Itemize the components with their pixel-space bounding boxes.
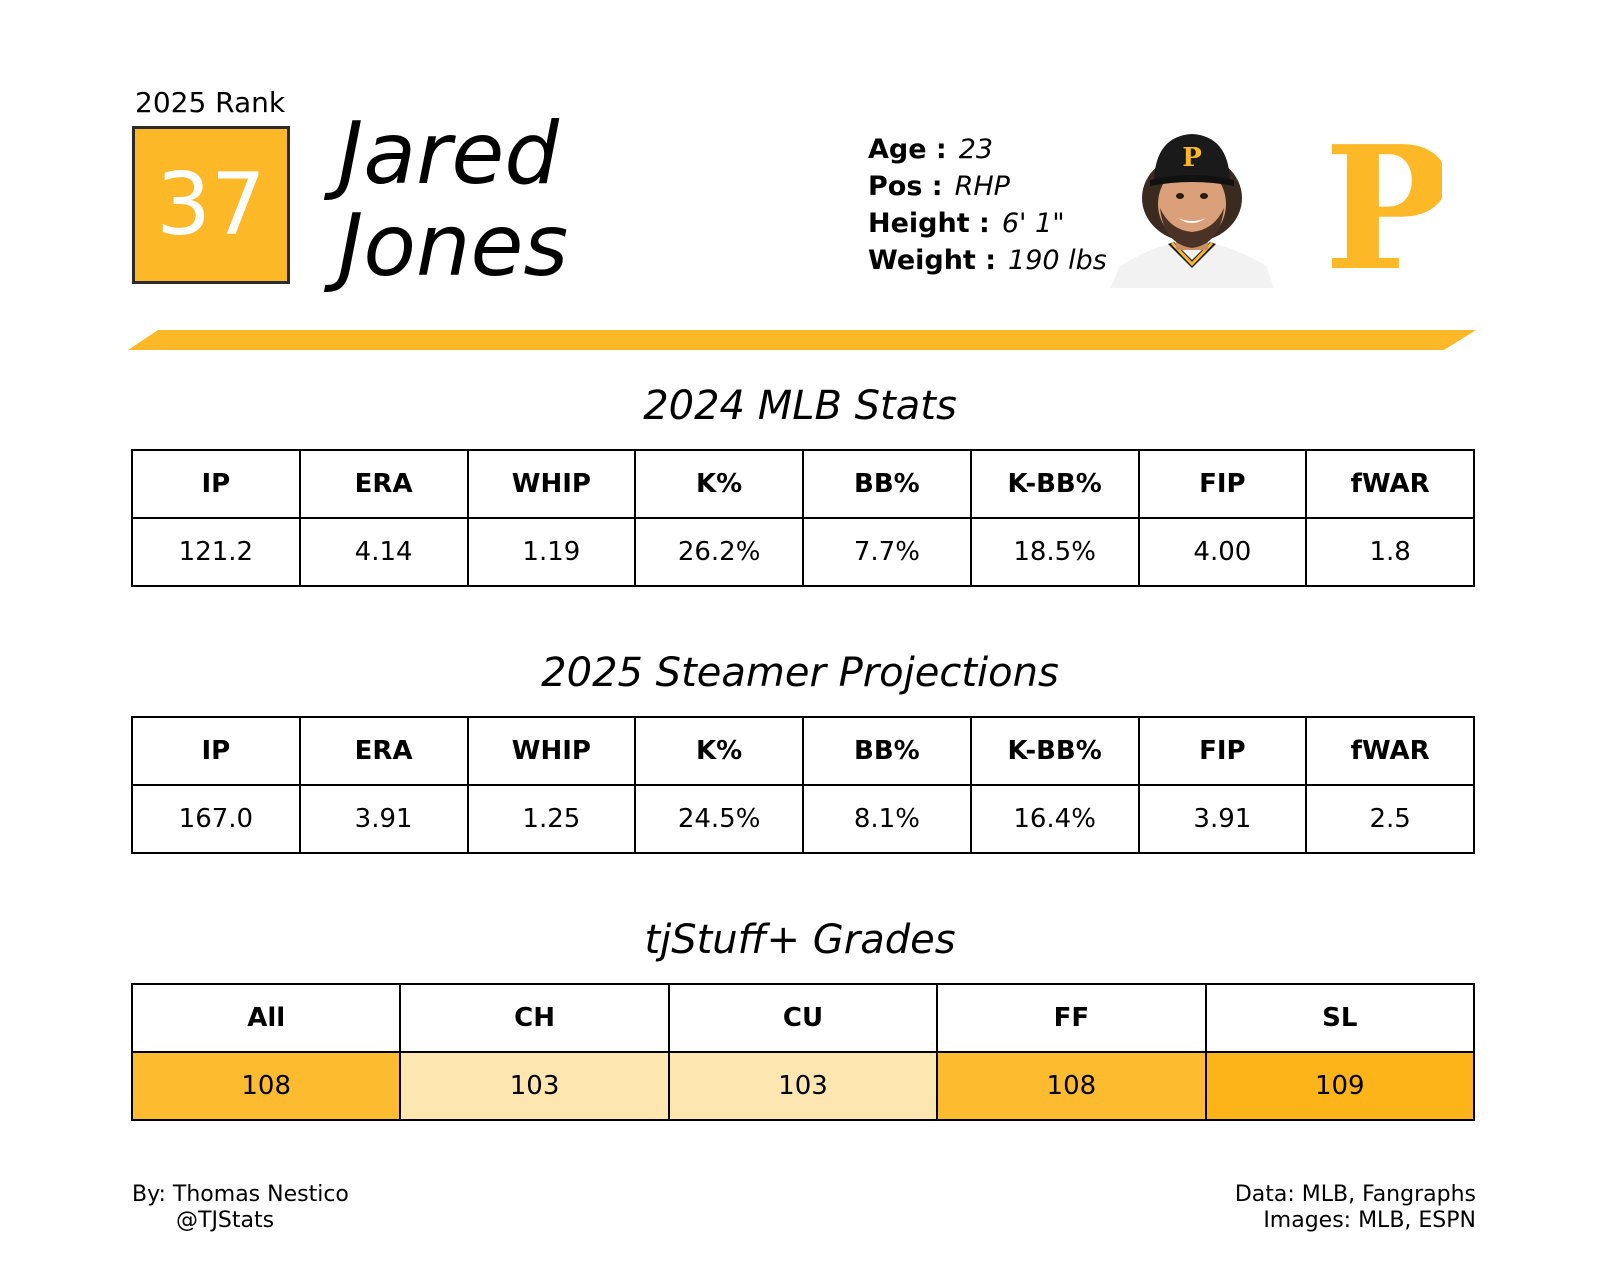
info-value: 6' 1" xyxy=(1001,208,1065,239)
table-cell: 18.5% xyxy=(969,517,1140,587)
mlb-stats-table: IP ERA WHIP K% BB% K-BB% FIP fWAR 121.2 … xyxy=(131,449,1475,587)
table-header-cell: ERA xyxy=(298,449,469,519)
table-header-cell: K-BB% xyxy=(969,716,1140,786)
info-age: Age : 23 xyxy=(868,131,1107,168)
table-header-row: IP ERA WHIP K% BB% K-BB% FIP fWAR xyxy=(131,716,1475,786)
table-header-row: IP ERA WHIP K% BB% K-BB% FIP fWAR xyxy=(131,449,1475,519)
table-header-cell: IP xyxy=(131,449,301,519)
table-header-cell: FIP xyxy=(1137,449,1308,519)
table-header-cell: CH xyxy=(399,983,670,1053)
footer-handle: @TJStats xyxy=(176,1208,275,1233)
table-row: 108 103 103 108 109 xyxy=(130,1051,1476,1121)
table-cell: 3.91 xyxy=(1137,784,1308,854)
header-divider xyxy=(128,330,1476,350)
table-header-cell: All xyxy=(130,983,402,1053)
table-header-cell: SL xyxy=(1204,983,1476,1053)
table-cell: 26.2% xyxy=(634,517,804,587)
table-header-cell: K% xyxy=(634,716,804,786)
table-header-cell: fWAR xyxy=(1305,449,1475,519)
steamer-projections-table: IP ERA WHIP K% BB% K-BB% FIP fWAR 167.0 … xyxy=(131,716,1475,854)
table-header-cell: WHIP xyxy=(466,449,637,519)
team-logo-letter: P xyxy=(1332,128,1442,283)
table-cell: 24.5% xyxy=(634,784,804,854)
info-label: Weight : xyxy=(868,245,997,276)
footer-image-source: Images: MLB, ESPN xyxy=(1263,1208,1476,1233)
section-title-steamer: 2025 Steamer Projections xyxy=(541,650,1059,696)
section-title-mlb-stats: 2024 MLB Stats xyxy=(643,383,957,429)
info-height: Height : 6' 1" xyxy=(868,205,1107,242)
rank-badge: 37 xyxy=(132,126,290,284)
table-header-cell: IP xyxy=(131,716,301,786)
player-headshot-image: P xyxy=(1110,126,1274,288)
table-cell: 4.14 xyxy=(298,517,469,587)
footer-author: By: Thomas Nestico xyxy=(132,1182,349,1207)
player-last-name: Jones xyxy=(338,196,569,296)
table-cell: 3.91 xyxy=(298,784,469,854)
footer-sources: Data: MLB, Fangraphs Images: MLB, ESPN xyxy=(1235,1182,1476,1234)
footer-data-source: Data: MLB, Fangraphs xyxy=(1234,1182,1476,1207)
table-header-cell: BB% xyxy=(802,449,972,519)
player-first-name: Jared xyxy=(338,104,559,204)
table-cell: 1.19 xyxy=(466,517,637,587)
info-value: 23 xyxy=(958,134,994,165)
info-value: 190 lbs xyxy=(1008,245,1107,276)
table-header-cell: CU xyxy=(667,983,939,1053)
table-cell: 167.0 xyxy=(131,784,301,854)
table-header-cell: K% xyxy=(634,449,804,519)
footer-credits: By: Thomas Nestico @TJStats xyxy=(132,1182,349,1234)
grade-cell: 108 xyxy=(936,1051,1207,1121)
svg-text:P: P xyxy=(1182,143,1202,173)
table-header-cell: BB% xyxy=(802,716,972,786)
grade-cell: 109 xyxy=(1204,1051,1476,1121)
table-header-cell: FF xyxy=(936,983,1207,1053)
table-header-cell: K-BB% xyxy=(969,449,1140,519)
info-label: Height : xyxy=(868,208,990,239)
table-cell: 7.7% xyxy=(802,517,972,587)
table-header-cell: ERA xyxy=(298,716,469,786)
grade-cell: 103 xyxy=(667,1051,939,1121)
info-weight: Weight : 190 lbs xyxy=(868,242,1107,279)
team-logo: P xyxy=(1323,109,1451,309)
table-header-row: All CH CU FF SL xyxy=(130,983,1476,1053)
table-header-cell: WHIP xyxy=(466,716,637,786)
table-header-cell: FIP xyxy=(1137,716,1308,786)
info-value: RHP xyxy=(954,171,1010,202)
table-cell: 4.00 xyxy=(1137,517,1308,587)
rank-number: 37 xyxy=(156,155,266,255)
tjstuff-grades-table: All CH CU FF SL 108 103 103 108 109 xyxy=(130,983,1476,1121)
rank-caption: 2025 Rank xyxy=(135,86,286,119)
table-cell: 1.8 xyxy=(1305,517,1475,587)
player-info: Age : 23 Pos : RHP Height : 6' 1" Weight : 1… xyxy=(868,131,1107,279)
grade-cell: 108 xyxy=(130,1051,402,1121)
info-label: Pos : xyxy=(868,171,943,202)
info-position: Pos : RHP xyxy=(868,168,1107,205)
info-label: Age : xyxy=(868,134,947,165)
section-title-tjstuff: tjStuff+ Grades xyxy=(644,917,956,963)
table-cell: 121.2 xyxy=(131,517,301,587)
table-header-cell: fWAR xyxy=(1305,716,1475,786)
grade-cell: 103 xyxy=(399,1051,670,1121)
table-row: 167.0 3.91 1.25 24.5% 8.1% 16.4% 3.91 2.… xyxy=(131,784,1475,854)
table-row: 121.2 4.14 1.19 26.2% 7.7% 18.5% 4.00 1.… xyxy=(131,517,1475,587)
table-cell: 8.1% xyxy=(802,784,972,854)
player-name: Jared Jones xyxy=(338,108,568,292)
table-cell: 16.4% xyxy=(969,784,1140,854)
table-cell: 2.5 xyxy=(1305,784,1475,854)
table-cell: 1.25 xyxy=(466,784,637,854)
